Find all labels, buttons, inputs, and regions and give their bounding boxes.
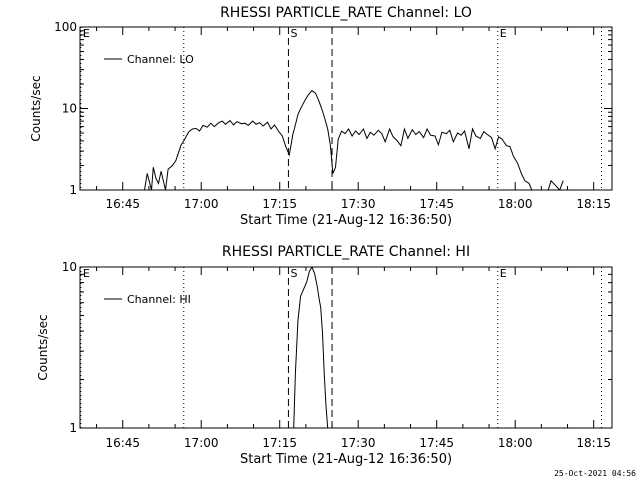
hi-x-tick-label-4: 17:45 [419, 436, 454, 450]
hi-series-line-0 [293, 267, 329, 428]
lo-channel-panel: RHESSI PARTICLE_RATE Channel: LO E S E 16:45… [29, 5, 613, 228]
lo-x-tick-label-3: 17:30 [341, 197, 376, 211]
hi-channel-panel: RHESSI PARTICLE_RATE Channel: HI E S E 16:45… [36, 244, 613, 467]
hi-x-tick-label-1: 17:00 [184, 436, 219, 450]
lo-y-tick-label-2: 100 [54, 20, 77, 34]
hi-x-tick-label-3: 17:30 [341, 436, 376, 450]
hi-marker-label-0: E [83, 267, 90, 280]
lo-x-axis-label: Start Time (21-Aug-12 16:36:50) [240, 213, 452, 228]
lo-marker-label-4: E [500, 27, 507, 40]
plot-timestamp: 25-Oct-2021 04:56 [554, 469, 636, 478]
hi-marker-label-2: S [290, 267, 297, 280]
lo-y-tick-label-1: 10 [62, 102, 77, 116]
hi-legend-label: Channel: HI [127, 293, 191, 306]
hi-y-axis-label: Counts/sec [36, 314, 50, 380]
hi-marker-label-4: E [500, 267, 507, 280]
lo-chart-title: RHESSI PARTICLE_RATE Channel: LO [220, 5, 472, 21]
lo-plot-frame [79, 26, 613, 191]
lo-x-tick-label-0: 16:45 [105, 197, 140, 211]
hi-y-tick-label-1: 10 [62, 260, 77, 274]
lo-marker-label-0: E [83, 27, 90, 40]
hi-x-tick-label-0: 16:45 [105, 436, 140, 450]
hi-plot-frame [79, 266, 613, 429]
lo-y-tick-label-0: 1 [69, 183, 77, 197]
lo-x-tick-label-6: 18:15 [576, 197, 611, 211]
lo-series-line-0 [144, 89, 564, 190]
hi-x-tick-label-6: 18:15 [576, 436, 611, 450]
hi-x-axis-label: Start Time (21-Aug-12 16:36:50) [240, 452, 452, 467]
lo-x-tick-label-1: 17:00 [184, 197, 219, 211]
lo-x-tick-label-4: 17:45 [419, 197, 454, 211]
lo-x-tick-label-2: 17:15 [262, 197, 297, 211]
hi-chart-title: RHESSI PARTICLE_RATE Channel: HI [222, 244, 470, 260]
lo-y-axis-label: Counts/sec [29, 75, 43, 141]
lo-x-tick-label-5: 18:00 [498, 197, 533, 211]
hi-x-tick-label-5: 18:00 [498, 436, 533, 450]
lo-legend-label: Channel: LO [127, 53, 194, 66]
hi-y-tick-label-0: 1 [69, 421, 77, 435]
lo-marker-label-2: S [290, 27, 297, 40]
hi-x-tick-label-2: 17:15 [262, 436, 297, 450]
